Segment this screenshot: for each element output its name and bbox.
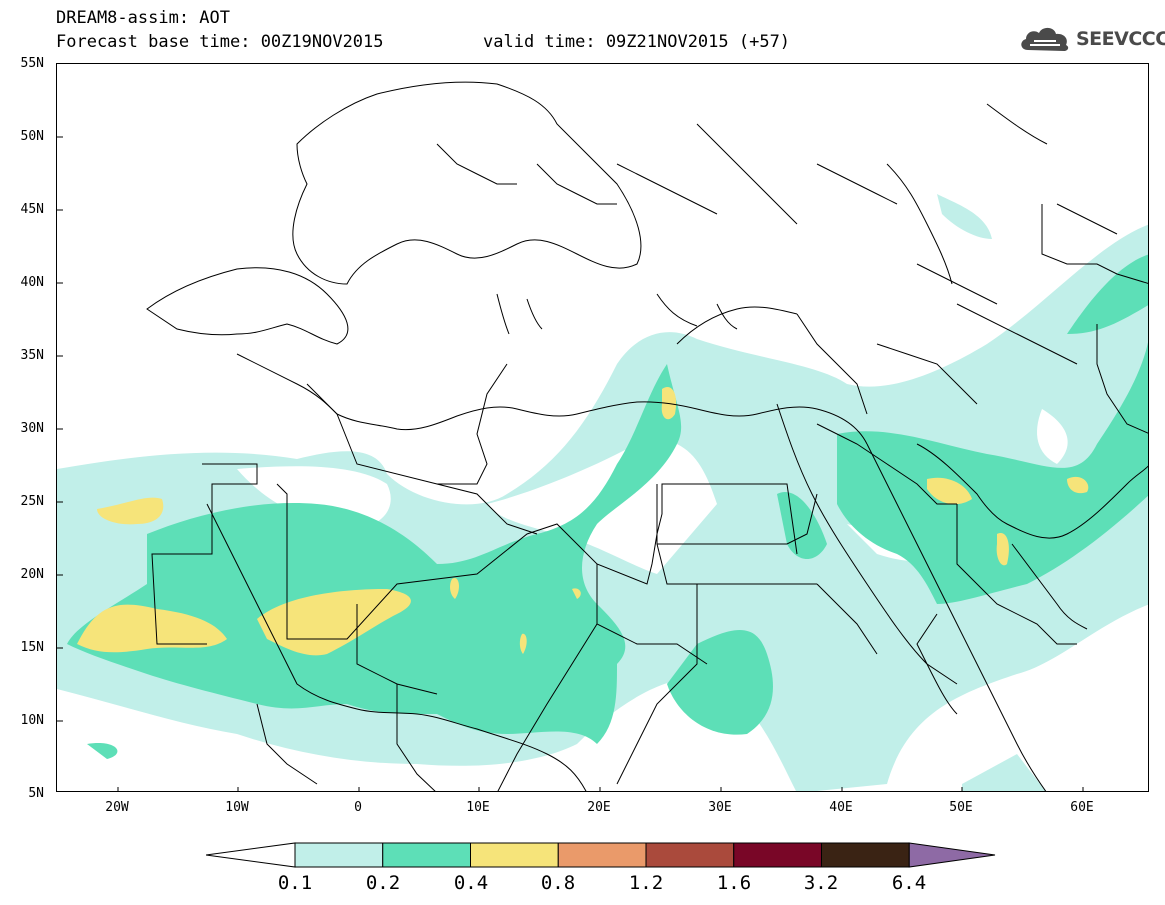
lat-label-25n: 25N xyxy=(20,494,44,509)
lon-label-10e: 10E xyxy=(466,800,490,815)
colorbar xyxy=(206,842,996,868)
cloud-icon xyxy=(1021,27,1069,51)
colorbar-label-3.2: 3.2 xyxy=(803,872,839,894)
lon-ticks xyxy=(117,787,1084,791)
lat-label-20n: 20N xyxy=(20,567,44,582)
valid-time: valid time: 09Z21NOV2015 (+57) xyxy=(483,32,791,52)
lat-label-40n: 40N xyxy=(20,275,44,290)
colorbar-label-1.2: 1.2 xyxy=(628,872,664,894)
colorbar-segment-5 xyxy=(645,842,735,868)
country-borders xyxy=(151,123,1148,791)
lat-label-45n: 45N xyxy=(20,202,44,217)
logo-text: SEEVCCC xyxy=(1076,28,1165,50)
colorbar-label-6.4: 6.4 xyxy=(891,872,927,894)
lat-label-5n: 5N xyxy=(28,786,44,801)
colorbar-segment-6 xyxy=(733,842,822,868)
lon-label-0: 0 xyxy=(354,800,362,815)
lat-label-15n: 15N xyxy=(20,640,44,655)
colorbar-label-1.6: 1.6 xyxy=(716,872,752,894)
coastlines xyxy=(146,81,1148,791)
map-plot-area xyxy=(56,63,1149,792)
colorbar-segment-above xyxy=(908,842,996,868)
lon-label-60e: 60E xyxy=(1070,800,1094,815)
colorbar-segment-2 xyxy=(382,842,471,868)
lat-label-55n: 55N xyxy=(20,56,44,71)
lat-label-10n: 10N xyxy=(20,713,44,728)
lon-label-20e: 20E xyxy=(587,800,611,815)
map-title: DREAM8-assim: AOT xyxy=(56,8,230,28)
colorbar-label-0.1: 0.1 xyxy=(277,872,313,894)
colorbar-segment-4 xyxy=(557,842,647,868)
lon-label-30e: 30E xyxy=(708,800,732,815)
colorbar-segment-1 xyxy=(294,842,384,868)
lat-label-30n: 30N xyxy=(20,421,44,436)
lat-label-50n: 50N xyxy=(20,129,44,144)
lon-label-50e: 50E xyxy=(949,800,973,815)
colorbar-label-0.4: 0.4 xyxy=(453,872,489,894)
forecast-base-time: Forecast base time: 00Z19NOV2015 xyxy=(56,32,384,52)
lon-label-10w: 10W xyxy=(225,800,249,815)
colorbar-label-0.2: 0.2 xyxy=(365,872,401,894)
aot-map xyxy=(57,81,1148,791)
colorbar-segment-3 xyxy=(470,842,559,868)
lon-label-40e: 40E xyxy=(829,800,853,815)
lat-ticks xyxy=(57,136,63,722)
seevccc-logo: SEEVCCC xyxy=(1018,24,1165,56)
lat-label-35n: 35N xyxy=(20,348,44,363)
colorbar-label-0.8: 0.8 xyxy=(540,872,576,894)
colorbar-segment-7 xyxy=(821,842,910,868)
colorbar-segment-below xyxy=(206,842,296,868)
lon-label-20w: 20W xyxy=(105,800,129,815)
